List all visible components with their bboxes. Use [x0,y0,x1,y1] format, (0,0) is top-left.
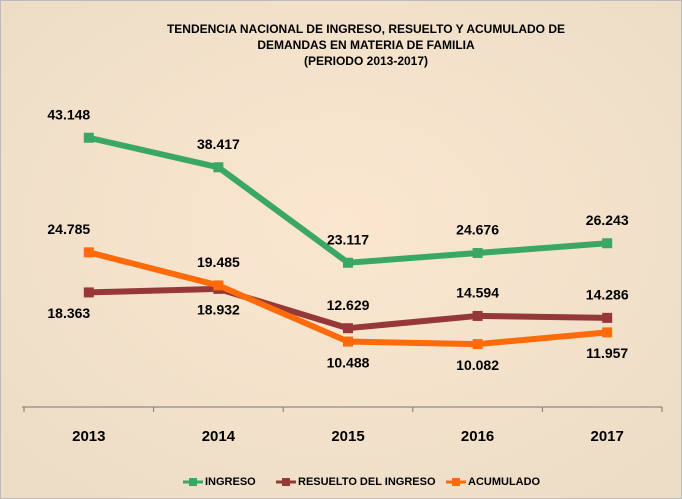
x-tick-label: 2016 [461,428,494,445]
marker [213,162,224,173]
x-tick-label: 2015 [331,428,364,445]
marker [472,310,483,321]
chart-title: TENDENCIA NACIONAL DE INGRESO, RESUELTO … [167,22,565,36]
marker [343,336,353,347]
marker [602,238,613,249]
marker [83,132,94,143]
chart-title: DEMANDAS EN MATERIA DE FAMILIA [257,38,475,52]
data-label: 19.485 [197,254,240,270]
data-label: 26.243 [586,212,629,228]
legend-marker [282,478,290,486]
legend-label: INGRESO [205,476,256,488]
data-label: 10.082 [456,357,499,373]
data-label: 18.363 [47,305,90,321]
data-label: 14.286 [586,287,629,303]
marker [602,312,613,323]
marker [83,247,94,258]
x-tick-label: 2014 [202,428,236,445]
marker [472,339,483,350]
marker [213,280,224,291]
data-label: 11.957 [586,345,628,361]
marker [83,287,94,298]
x-tick-label: 2013 [72,428,105,445]
marker [343,323,353,334]
data-label: 10.488 [327,354,370,370]
data-label: 14.594 [456,285,499,301]
data-label: 24.676 [456,222,499,238]
legend-label: ACUMULADO [468,476,541,488]
data-label: 18.932 [197,302,240,318]
legend-marker [452,478,460,486]
legend-label: RESUELTO DEL INGRESO [298,476,436,488]
marker [343,257,353,268]
x-tick-label: 2017 [591,428,624,445]
chart-title: (PERIODO 2013-2017) [304,54,428,68]
data-label: 12.629 [327,297,370,313]
marker [472,248,483,259]
legend-marker [189,478,197,486]
data-label: 38.417 [197,136,240,152]
marker [602,327,613,338]
data-label: 23.117 [327,231,369,247]
data-label: 43.148 [47,106,90,122]
data-label: 24.785 [47,221,90,237]
